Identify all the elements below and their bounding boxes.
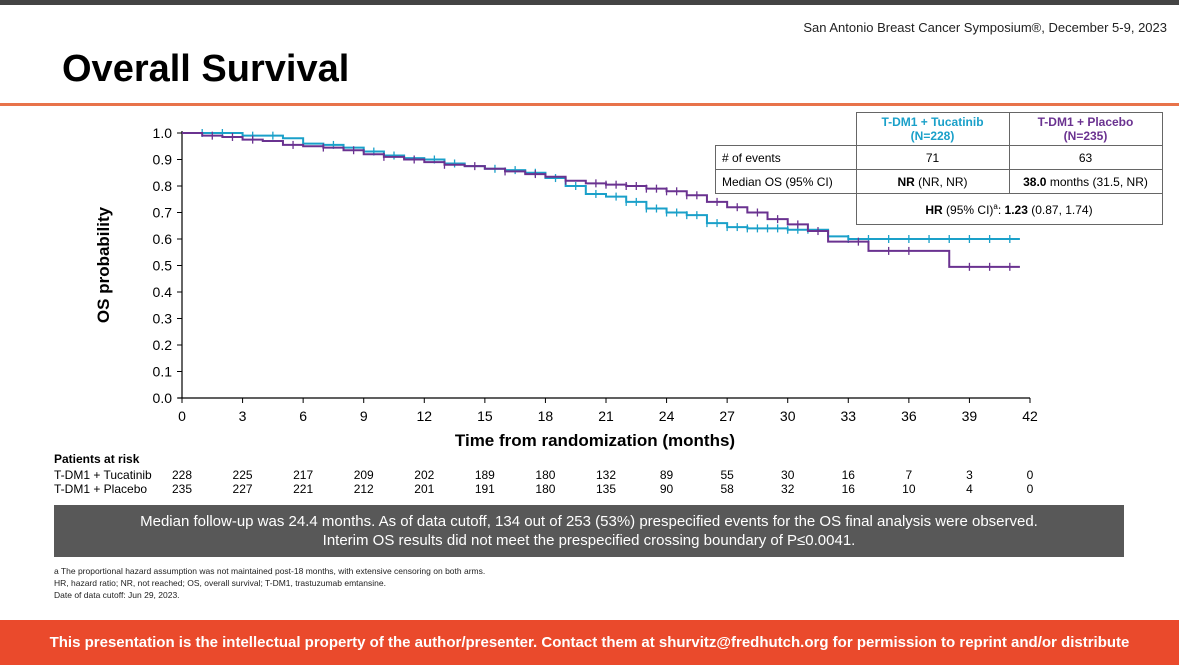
- note-line-2: Interim OS results did not meet the pres…: [322, 532, 856, 549]
- x-tick-label: 18: [538, 408, 554, 424]
- risk-value: 201: [414, 482, 435, 496]
- y-tick-label: 0.1: [153, 364, 173, 380]
- y-tick-label: 0.3: [153, 311, 173, 327]
- risk-value: 10: [902, 482, 916, 496]
- x-tick-label: 27: [719, 408, 735, 424]
- median-label: Median OS (95% CI): [715, 169, 857, 194]
- risk-value: 202: [414, 468, 435, 482]
- y-tick-label: 0.6: [153, 231, 173, 247]
- y-tick-label: 0.9: [153, 152, 173, 168]
- x-tick-label: 24: [659, 408, 675, 424]
- risk-value: 225: [232, 468, 253, 482]
- risk-value: 221: [293, 482, 314, 496]
- stats-header-placebo: T-DM1 + Placebo (N=235): [1008, 112, 1163, 146]
- risk-value: 0: [1026, 468, 1034, 482]
- y-tick-label: 0.0: [153, 390, 173, 406]
- risk-value: 212: [353, 482, 374, 496]
- events-placebo: 63: [1008, 145, 1163, 170]
- events-tucatinib: 71: [855, 145, 1010, 170]
- conference-label: San Antonio Breast Cancer Symposium®, De…: [803, 20, 1167, 35]
- y-tick-label: 0.2: [153, 337, 173, 353]
- copyright-banner: This presentation is the intellectual pr…: [0, 620, 1179, 665]
- x-tick-label: 12: [416, 408, 432, 424]
- stats-table: T-DM1 + Tucatinib (N=228) T-DM1 + Placeb…: [715, 112, 1163, 225]
- risk-value: 16: [841, 468, 855, 482]
- footnote-1: a The proportional hazard assumption was…: [54, 566, 486, 576]
- risk-value: 135: [595, 482, 617, 496]
- risk-value: 58: [720, 482, 734, 496]
- risk-value: 32: [781, 482, 795, 496]
- risk-value: 235: [171, 482, 193, 496]
- x-tick-label: 9: [360, 408, 368, 424]
- x-tick-label: 6: [299, 408, 307, 424]
- risk-value: 217: [293, 468, 314, 482]
- risk-value: 228: [171, 468, 193, 482]
- events-label: # of events: [715, 145, 857, 170]
- risk-value: 209: [353, 468, 374, 482]
- hazard-ratio: HR (95% CI)a: 1.23 (0.87, 1.74): [855, 193, 1163, 225]
- x-tick-label: 39: [962, 408, 978, 424]
- risk-row-label-tucatinib: T-DM1 + Tucatinib: [54, 468, 152, 482]
- y-tick-label: 0.8: [153, 178, 173, 194]
- risk-value: 4: [966, 482, 973, 496]
- footnote-3: Date of data cutoff: Jun 29, 2023.: [54, 590, 180, 600]
- risk-value: 180: [535, 482, 556, 496]
- risk-value: 7: [905, 468, 913, 482]
- risk-value: 191: [474, 482, 495, 496]
- x-tick-label: 15: [477, 408, 493, 424]
- risk-value: 180: [535, 468, 556, 482]
- title-divider: [0, 103, 1179, 106]
- y-tick-label: 1.0: [153, 125, 173, 141]
- median-placebo: 38.0 months (31.5, NR): [1008, 169, 1163, 194]
- summary-note: Median follow-up was 24.4 months. As of …: [54, 505, 1124, 557]
- risk-value: 3: [966, 468, 973, 482]
- x-tick-label: 42: [1022, 408, 1038, 424]
- risk-value: 189: [474, 468, 495, 482]
- x-tick-label: 0: [178, 408, 186, 424]
- slide-title: Overall Survival: [62, 48, 350, 90]
- risk-value: 227: [232, 482, 253, 496]
- chart-axes: 0.00.10.20.30.40.50.60.70.80.91.00 3 6 9 12 1…: [153, 125, 1038, 424]
- risk-value: 89: [659, 468, 674, 482]
- y-tick-label: 0.5: [153, 258, 173, 274]
- risk-table-title: Patients at risk: [54, 452, 140, 466]
- y-tick-label: 0.7: [153, 205, 173, 221]
- x-axis-title: Time from randomization (months): [455, 431, 735, 450]
- y-axis-title: OS probability: [94, 206, 113, 324]
- risk-value: 55: [720, 468, 734, 482]
- stats-header-tucatinib: T-DM1 + Tucatinib (N=228): [855, 112, 1010, 146]
- x-tick-label: 30: [780, 408, 796, 424]
- risk-value: 90: [659, 482, 674, 496]
- risk-value: 0: [1026, 482, 1034, 496]
- km-line-placebo: [182, 132, 1020, 268]
- chart-curves: [182, 129, 1020, 271]
- x-tick-label: 3: [239, 408, 247, 424]
- top-bar: [0, 0, 1179, 5]
- y-tick-label: 0.4: [153, 284, 173, 300]
- risk-row-label-placebo: T-DM1 + Placebo: [54, 482, 148, 496]
- x-tick-label: 33: [840, 408, 856, 424]
- risk-value: 30: [781, 468, 795, 482]
- risk-value: 132: [595, 468, 617, 482]
- risk-value: 16: [841, 482, 855, 496]
- footnote-2: HR, hazard ratio; NR, not reached; OS, o…: [54, 578, 386, 588]
- note-line-1: Median follow-up was 24.4 months. As of …: [140, 513, 1038, 530]
- x-tick-label: 21: [598, 408, 614, 424]
- median-tucatinib: NR (NR, NR): [855, 169, 1010, 194]
- x-tick-label: 36: [901, 408, 917, 424]
